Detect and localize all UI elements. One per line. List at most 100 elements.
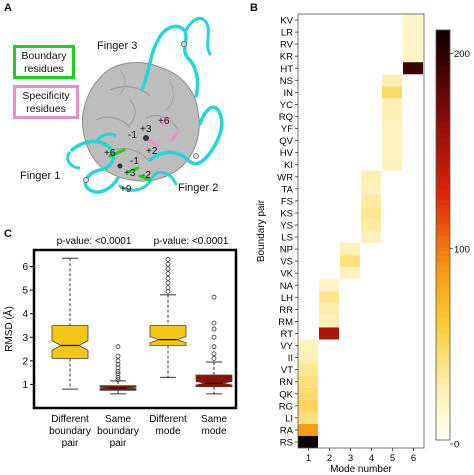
colorbar-segment [436, 178, 450, 185]
colorbar-segment [436, 199, 450, 205]
heatmap-cell [361, 170, 381, 183]
colorbar-segment [436, 229, 450, 236]
colorbar-segment [436, 30, 450, 36]
p-value-annotation: p-value: <0.0001 [57, 236, 132, 247]
y-tick-label: KR [280, 52, 293, 63]
colorbar-segment [436, 173, 450, 180]
y-tick-label: VY [280, 341, 293, 352]
y-tick-label: RS [280, 437, 293, 448]
specificity-residues-label: Specificity residues [22, 90, 70, 115]
heatmap-cell [298, 375, 318, 388]
outlier-point [165, 261, 171, 267]
heatmap-cell [382, 122, 402, 135]
x-category-label: pair [62, 438, 79, 449]
x-category-label: Same [201, 414, 228, 425]
colorbar-segment [436, 388, 450, 395]
heatmap-cell [298, 435, 318, 448]
panel-c-letter: C [4, 228, 12, 240]
heatmap-cell [403, 26, 423, 39]
y-tick-label: 4 [22, 309, 28, 320]
y-tick-label: NS [280, 76, 293, 87]
y-tick-label: HV [280, 148, 294, 159]
position-label: +6 [104, 148, 116, 159]
heatmap-cell [382, 86, 402, 99]
x-category-label: Different [51, 414, 89, 425]
y-tick-label: KI [284, 160, 293, 171]
colorbar-segment [436, 60, 450, 67]
panel-b-letter: B [250, 2, 258, 14]
colorbar-segment [436, 132, 450, 139]
position-label: +2 [146, 146, 158, 157]
colorbar-segment [436, 219, 450, 226]
colorbar-segment [436, 399, 450, 405]
colorbar-segment [436, 276, 450, 282]
y-tick-label: IN [284, 88, 294, 99]
heatmap-cell [361, 218, 381, 231]
colorbar-segment [436, 137, 450, 144]
colorbar-segment [436, 409, 450, 415]
colorbar-segment [436, 368, 450, 374]
heatmap-cell [298, 399, 318, 412]
colorbar-segment [436, 337, 450, 344]
colorbar-segment [436, 122, 450, 128]
finger-3-label: Finger 3 [97, 40, 138, 52]
outlier-point [165, 257, 171, 262]
y-tick-label: KV [280, 16, 293, 27]
colorbar-segment [436, 96, 450, 103]
colorbar-segment [436, 91, 450, 98]
colorbar-segment [436, 358, 450, 364]
heatmap-cell [319, 327, 339, 340]
box [51, 325, 89, 359]
heatmap-cell [340, 255, 360, 268]
finger-1-label: Finger 1 [20, 170, 61, 182]
heatmap-cell [298, 411, 318, 424]
y-tick-label: YS [280, 220, 293, 231]
heatmap-cell [361, 231, 381, 244]
heatmap-cell [382, 98, 402, 111]
colorbar-segment [436, 342, 450, 349]
y-tick-label: RA [280, 425, 294, 436]
heatmap-cell [298, 339, 318, 352]
colorbar-segment [436, 101, 450, 108]
colorbar-segment [436, 214, 450, 221]
outlier-point [211, 326, 217, 332]
y-tick-label: NP [280, 245, 293, 256]
plot-frame [32, 248, 238, 410]
y-tick-label: HT [280, 64, 293, 75]
finger-2-label: Finger 2 [178, 182, 219, 194]
outlier-point [115, 374, 121, 380]
x-category-label: pair [110, 438, 127, 449]
colorbar-segment [436, 393, 450, 400]
heatmap-cell [319, 279, 339, 292]
y-tick-label: LS [281, 233, 293, 244]
y-tick-label: VS [280, 257, 293, 268]
protein-structure-illustration: +6 +3 -1 +2 +6 -1 +3 -2 +9 [66, 16, 224, 195]
panel-a-letter: A [4, 2, 12, 14]
x-tick-label: 5 [390, 453, 395, 464]
x-category-label: Same [105, 414, 132, 425]
y-tick-label: RV [280, 40, 294, 51]
colorbar-segment [436, 71, 450, 77]
colorbar-segment [436, 306, 450, 313]
outlier-point [211, 320, 217, 326]
y-tick-label: LI [285, 413, 293, 424]
colorbar-segment [436, 112, 450, 118]
colorbar-segment [436, 147, 450, 154]
colorbar-segment [436, 35, 450, 41]
heatmap-cell [319, 303, 339, 316]
box [195, 374, 233, 388]
specificity-residue-marks [146, 116, 180, 148]
y-tick-label: QK [279, 389, 293, 400]
y-tick-label: VK [280, 269, 293, 280]
position-label: +3 [140, 124, 152, 135]
x-category-label: mode [155, 426, 180, 437]
colorbar-segment [436, 163, 450, 169]
colorbar-segment [436, 414, 450, 421]
y-axis-label: Boundary pair [256, 199, 267, 262]
x-tick-label: 6 [411, 453, 416, 464]
colorbar-segment [436, 45, 450, 52]
outlier-point [165, 266, 171, 272]
colorbar-segment [436, 81, 450, 87]
colorbar-segment [436, 311, 450, 318]
